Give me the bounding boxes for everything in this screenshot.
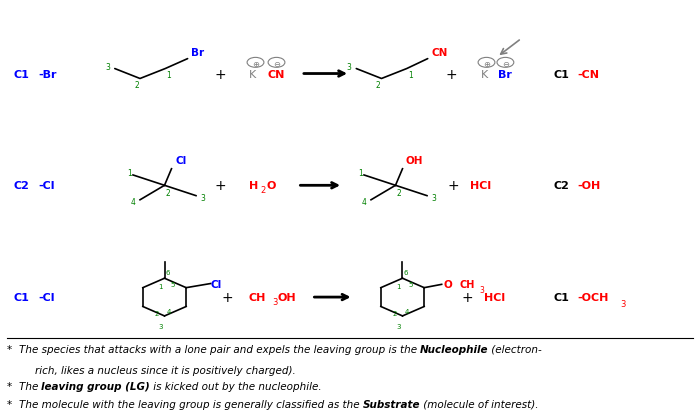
Text: 5: 5 [408, 281, 412, 287]
Text: ⊖: ⊖ [273, 59, 280, 69]
Text: H: H [248, 181, 258, 191]
Text: leaving group (LG): leaving group (LG) [41, 381, 150, 391]
Text: 6: 6 [166, 269, 170, 275]
Text: 3: 3 [159, 323, 163, 330]
Text: C1: C1 [553, 69, 569, 79]
Text: ⊕: ⊕ [252, 59, 259, 69]
Text: -OH: -OH [578, 181, 601, 191]
Text: -Cl: -Cl [38, 292, 55, 302]
Text: ⊕: ⊕ [483, 59, 490, 69]
Text: *: * [7, 344, 19, 354]
Text: 4: 4 [405, 308, 409, 314]
Text: C1: C1 [14, 69, 30, 79]
Text: 3: 3 [620, 299, 626, 308]
Text: K: K [248, 69, 256, 79]
Text: 4: 4 [167, 308, 171, 314]
Text: 3: 3 [272, 297, 278, 306]
Text: is kicked out by the nucleophile.: is kicked out by the nucleophile. [150, 381, 321, 391]
Text: 2: 2 [397, 189, 401, 198]
Text: Cl: Cl [175, 155, 186, 165]
Text: HCl: HCl [470, 181, 491, 191]
Text: ⊖: ⊖ [502, 59, 509, 69]
Text: 1: 1 [167, 71, 171, 80]
Text: *: * [7, 381, 19, 391]
Text: 5: 5 [170, 281, 174, 287]
Text: 3: 3 [347, 63, 351, 72]
Text: C2: C2 [553, 181, 569, 191]
Text: 6: 6 [404, 269, 408, 275]
Text: CN: CN [268, 69, 285, 79]
Text: *: * [7, 399, 19, 409]
Text: The: The [19, 381, 41, 391]
Text: Cl: Cl [211, 279, 222, 289]
Text: 2: 2 [155, 310, 159, 316]
Text: +: + [462, 290, 473, 304]
Text: The molecule with the leaving group is generally classified as the: The molecule with the leaving group is g… [19, 399, 363, 409]
Text: -Br: -Br [38, 69, 57, 79]
Text: Br: Br [191, 47, 204, 57]
Text: HCl: HCl [484, 292, 505, 302]
Text: Br: Br [498, 69, 512, 79]
Text: rich, likes a nucleus since it is positively charged).: rich, likes a nucleus since it is positi… [35, 365, 295, 375]
Text: Substrate: Substrate [363, 399, 420, 409]
Text: +: + [215, 179, 226, 193]
Text: +: + [446, 67, 457, 81]
Text: -CN: -CN [578, 69, 599, 79]
Text: OH: OH [406, 155, 424, 165]
Text: K: K [481, 69, 488, 79]
Text: 2: 2 [134, 81, 139, 90]
Text: 3: 3 [397, 323, 401, 330]
Text: -Cl: -Cl [38, 181, 55, 191]
Text: (molecule of interest).: (molecule of interest). [420, 399, 538, 409]
Text: 2: 2 [260, 185, 265, 195]
Text: 1: 1 [158, 283, 162, 289]
Text: 4: 4 [362, 198, 366, 207]
Text: 2: 2 [166, 189, 170, 198]
Text: 2: 2 [393, 310, 397, 316]
Text: 2: 2 [376, 81, 380, 90]
Text: -OCH: -OCH [578, 292, 609, 302]
Text: C1: C1 [14, 292, 30, 302]
Text: 1: 1 [358, 169, 363, 178]
Text: Nucleophile: Nucleophile [420, 344, 489, 354]
Text: 1: 1 [127, 169, 132, 178]
Text: C1: C1 [553, 292, 569, 302]
Text: The species that attacks with a lone pair and expels the leaving group is the: The species that attacks with a lone pai… [19, 344, 420, 354]
Text: 1: 1 [396, 283, 400, 289]
Text: CH: CH [459, 280, 475, 290]
Text: 1: 1 [408, 71, 412, 80]
Text: 4: 4 [131, 198, 135, 207]
Text: +: + [222, 290, 233, 304]
Text: CN: CN [431, 47, 447, 57]
Text: O: O [267, 181, 276, 191]
Text: 3: 3 [201, 194, 205, 203]
Text: OH: OH [278, 292, 297, 302]
Text: (electron-: (electron- [489, 344, 542, 354]
Text: CH: CH [248, 292, 266, 302]
Text: 3: 3 [432, 194, 436, 203]
Text: +: + [448, 179, 459, 193]
Text: C2: C2 [14, 181, 30, 191]
Text: 3: 3 [480, 285, 484, 294]
Text: O: O [443, 280, 452, 290]
Text: 3: 3 [106, 63, 110, 72]
Text: +: + [215, 67, 226, 81]
